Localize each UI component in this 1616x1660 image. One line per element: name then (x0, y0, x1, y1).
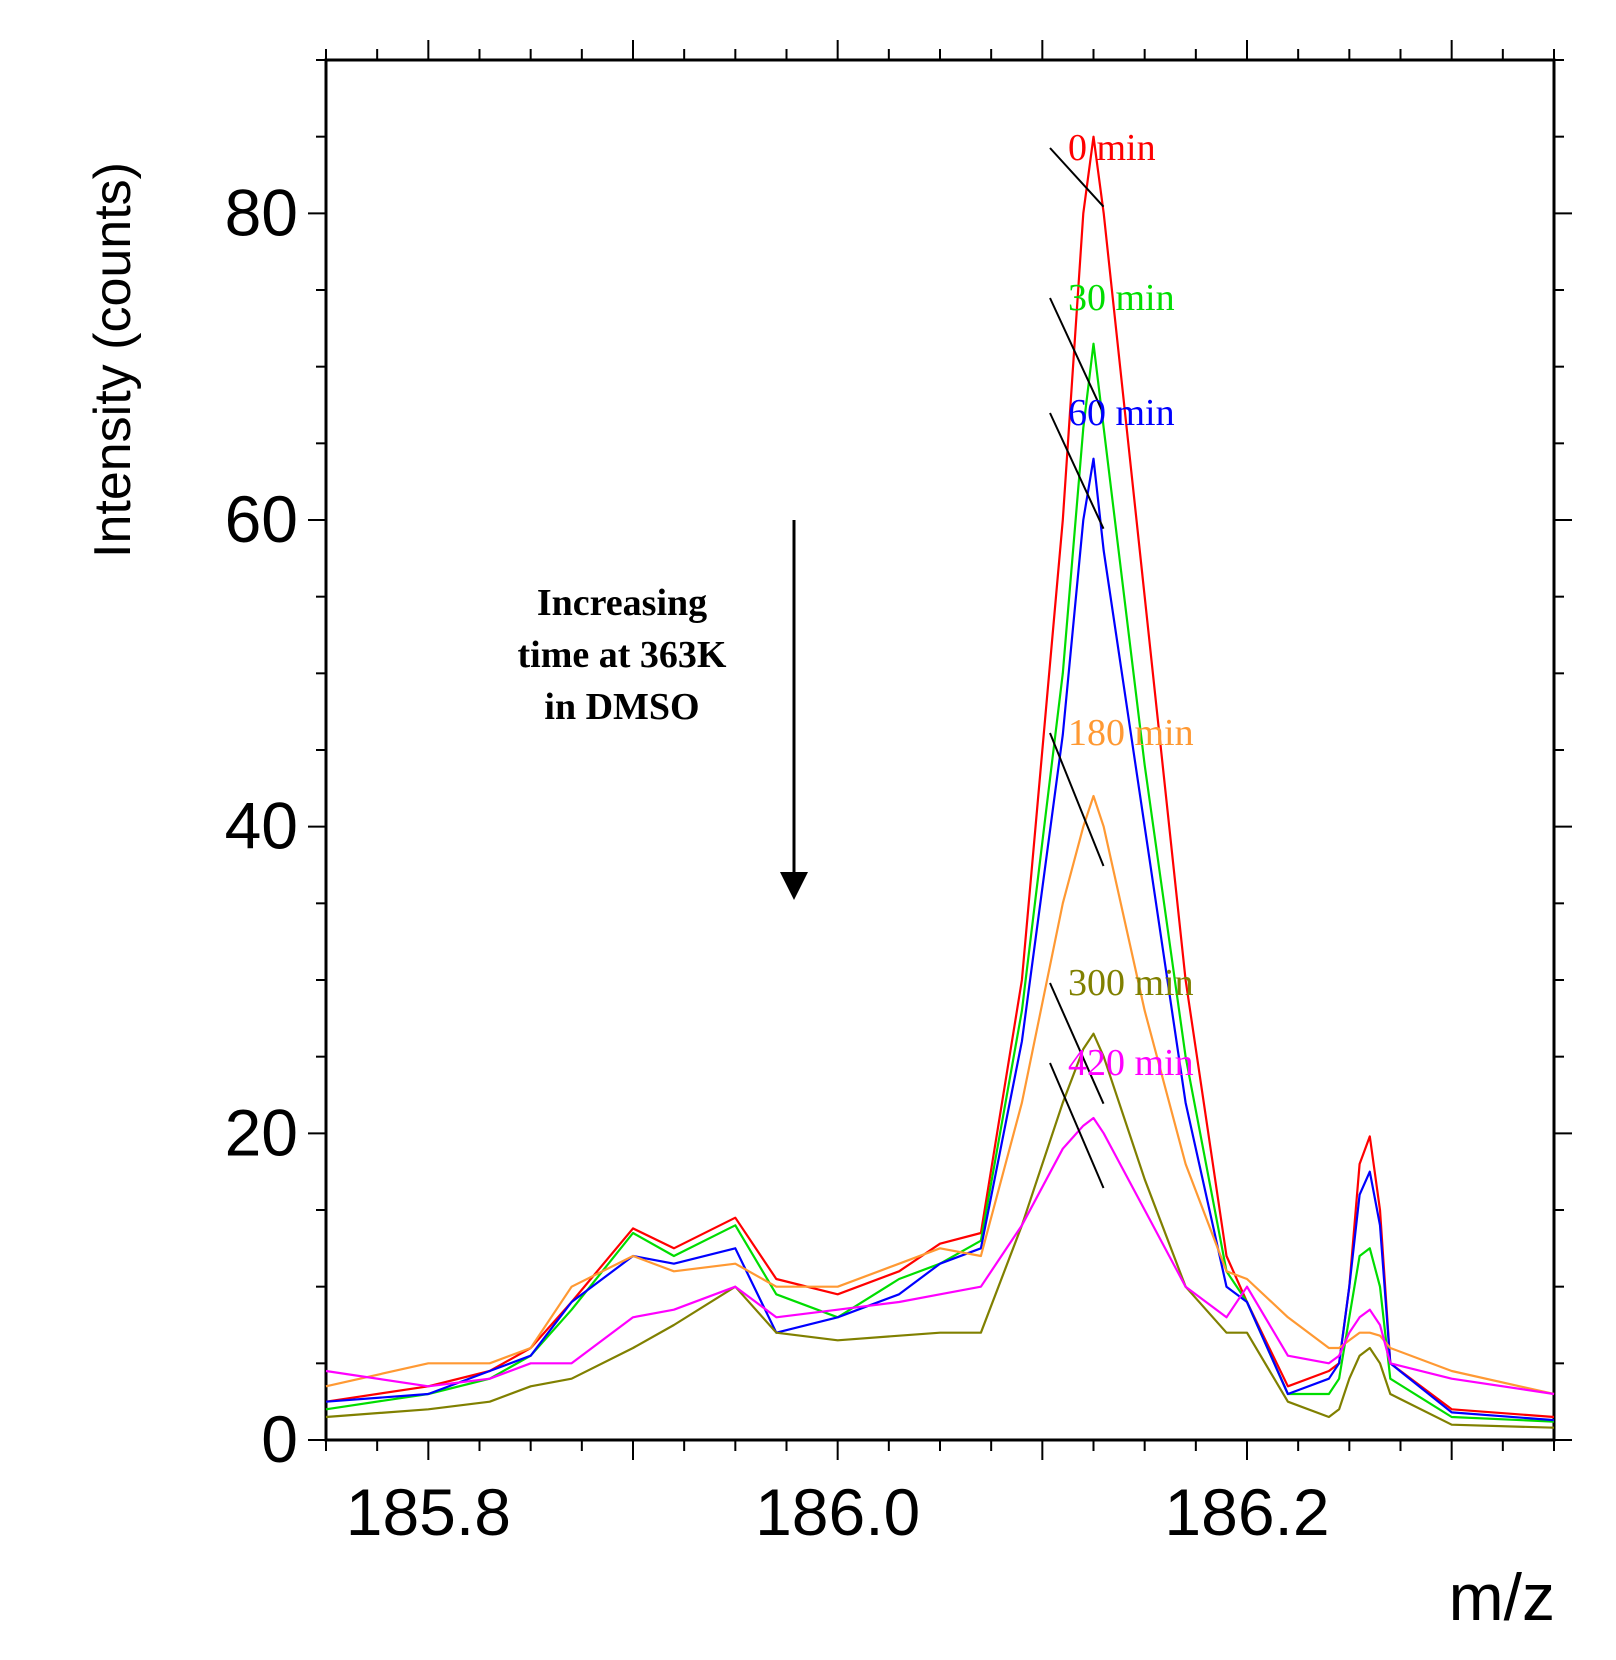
series-line (325, 342, 1555, 1423)
plot-frame (324, 58, 1556, 1442)
series-label: 300 min (1068, 962, 1194, 1004)
series-layer (325, 135, 1555, 1429)
series-leader-line (1049, 982, 1105, 1105)
series-leader-line (1049, 297, 1105, 415)
y-tick-label: 40 (225, 789, 298, 863)
y-tick-label: 0 (261, 1402, 298, 1476)
series-line (325, 135, 1555, 1419)
series-label: 420 min (1068, 1042, 1194, 1084)
series-line (325, 1116, 1555, 1396)
x-axis-ticks: 185.8 186.0 186.2 (325, 40, 1555, 1549)
series-labels: 0 min 30 min 60 min 180 min 300 min 420 min (1049, 127, 1194, 1189)
series-label: 30 min (1068, 277, 1175, 319)
annotation-line-3: in DMSO (544, 686, 699, 728)
x-tick-label: 186.2 (1164, 1475, 1329, 1549)
y-tick-label: 80 (225, 175, 298, 249)
x-tick-label: 185.8 (346, 1475, 511, 1549)
y-axis-label: Intensity (counts) (84, 162, 142, 558)
series-label: 0 min (1068, 127, 1156, 169)
annotation-line-1: Increasing (537, 582, 707, 624)
x-tick-label: 186.0 (755, 1475, 920, 1549)
series-leader-line (1049, 147, 1105, 208)
series-line (325, 794, 1555, 1396)
series-label: 180 min (1068, 712, 1194, 754)
series-line (325, 1032, 1555, 1429)
series-line (325, 457, 1555, 1422)
annotation-arrow-head (780, 872, 808, 900)
series-leader-line (1049, 1062, 1105, 1189)
y-axis-ticks: 0 20 40 60 80 (225, 59, 1572, 1476)
series-label: 60 min (1068, 392, 1175, 434)
y-tick-label: 20 (225, 1095, 298, 1169)
annotation: Increasing time at 363K in DMSO (518, 520, 808, 900)
series-leader-line (1049, 412, 1105, 530)
annotation-line-2: time at 363K (518, 634, 727, 676)
x-axis-label: m/z (1449, 1560, 1555, 1634)
series-leader-line (1049, 732, 1105, 867)
y-tick-label: 60 (225, 482, 298, 556)
